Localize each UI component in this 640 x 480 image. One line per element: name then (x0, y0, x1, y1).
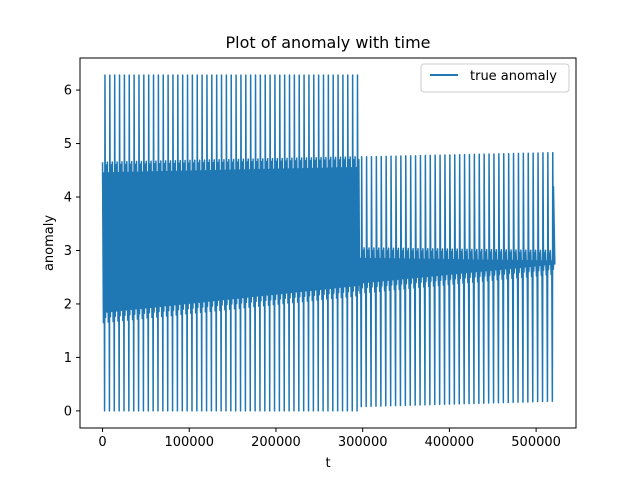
x-axis-ticks: 0 100000 200000 300000 400000 500000 (98, 428, 561, 450)
x-tick-label: 500000 (511, 435, 561, 450)
legend: true anomaly (420, 63, 570, 93)
legend-label-true-anomaly: true anomaly (470, 69, 557, 84)
y-tick-label: 2 (64, 297, 72, 312)
axes-frame (79, 57, 577, 429)
chart-title: Plot of anomaly with time (225, 33, 430, 52)
y-axis-ticks: 0 1 2 3 4 5 6 (64, 84, 80, 419)
series-line-true-anomaly (101, 74, 556, 412)
legend-box (420, 63, 570, 93)
y-tick-label: 5 (64, 137, 72, 152)
x-tick-label: 300000 (338, 435, 388, 450)
y-tick-label: 0 (64, 404, 72, 419)
x-tick-label: 400000 (425, 435, 475, 450)
x-tick-label: 100000 (164, 435, 214, 450)
y-tick-label: 3 (64, 244, 72, 259)
y-tick-label: 6 (64, 84, 72, 99)
series-layer (101, 74, 556, 412)
y-axis-label: anomaly (42, 215, 57, 271)
x-axis-label: t (325, 456, 330, 471)
x-tick-label: 200000 (251, 435, 301, 450)
y-tick-label: 1 (64, 351, 72, 366)
plot-area (79, 57, 577, 429)
x-tick-label: 0 (98, 435, 106, 450)
y-tick-label: 4 (64, 191, 72, 206)
